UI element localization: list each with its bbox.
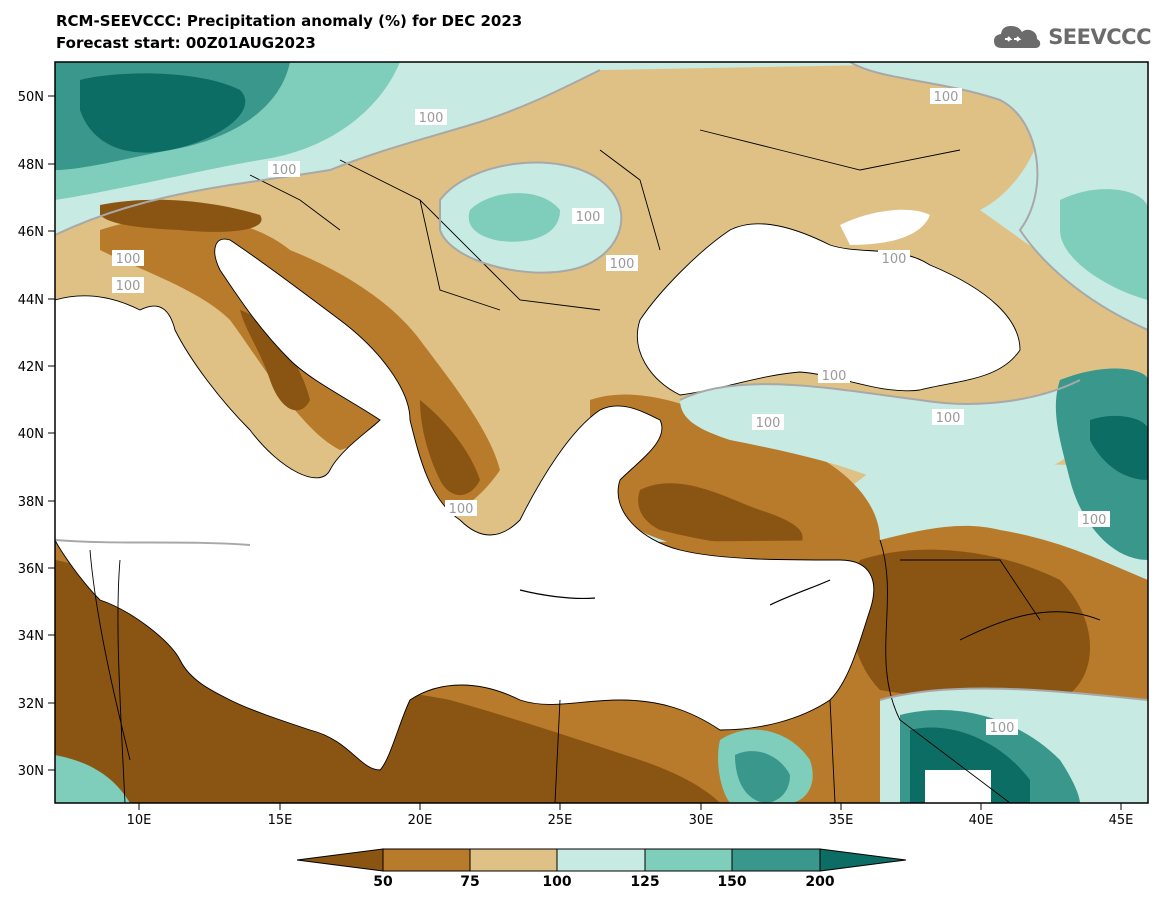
colorbar-lt50 [296, 848, 384, 872]
lon-ticks [138, 803, 1122, 810]
lon-label: 40E [969, 813, 994, 828]
contour-label-text: 100 [419, 111, 444, 126]
colorbar-75-100 [469, 848, 558, 872]
colorbar-100-125 [556, 848, 646, 872]
lon-label: 35E [829, 813, 854, 828]
lat-label: 34N [18, 629, 44, 644]
contour-label-text: 100 [882, 252, 907, 267]
colorbar-50-75 [382, 848, 471, 872]
contour-label: 100 [268, 161, 300, 178]
contour-label: 100 [445, 500, 477, 517]
contour-label-text: 100 [610, 257, 635, 272]
colorbar-150-200 [731, 848, 821, 872]
map-field [55, 62, 1148, 803]
contour-label-text: 100 [576, 210, 601, 225]
lat-label: 46N [18, 225, 44, 240]
lon-label: 20E [408, 813, 433, 828]
contour-label-text: 100 [116, 279, 141, 294]
contour-label: 100 [878, 250, 910, 267]
contour-label-text: 100 [990, 721, 1015, 736]
contour-labels: 100 100 100 100 100 100 100 100 100 100 … [112, 88, 1110, 736]
lon-label: 15E [268, 813, 293, 828]
contour-label-text: 100 [936, 411, 961, 426]
colorbar-label: 125 [630, 874, 660, 890]
lat-label: 44N [18, 293, 44, 308]
contour-label: 100 [932, 409, 964, 426]
lat-label: 40N [18, 427, 44, 442]
lat-label: 42N [18, 360, 44, 375]
lat-label: 32N [18, 697, 44, 712]
lon-label: 45E [1109, 813, 1134, 828]
contour-label-text: 100 [822, 369, 847, 384]
contour-label: 100 [415, 109, 447, 126]
contour-label: 100 [1078, 511, 1110, 528]
colorbar-gt200 [819, 848, 907, 872]
logo-text: SEEVCCC [1048, 25, 1151, 49]
lat-labels: 50N 48N 46N 44N 42N 40N 38N 36N 34N 32N … [18, 90, 44, 779]
contour-label-text: 100 [449, 502, 474, 517]
contour-label: 100 [112, 250, 144, 267]
lon-labels: 10E 15E 20E 25E 30E 35E 40E 45E [127, 813, 1134, 828]
contour-label: 100 [112, 277, 144, 294]
lon-label: 10E [127, 813, 152, 828]
contour-label-text: 100 [934, 90, 959, 105]
colorbar-label: 200 [805, 874, 835, 890]
contour-label: 100 [930, 88, 962, 105]
lat-ticks [48, 95, 55, 771]
colorbar [296, 848, 907, 872]
colorbar-label: 100 [542, 874, 572, 890]
seevccc-logo: SEEVCCC [992, 22, 1151, 52]
lon-label: 30E [689, 813, 714, 828]
contour-label: 100 [818, 367, 850, 384]
contour-label: 100 [606, 255, 638, 272]
lat-label: 30N [18, 764, 44, 779]
contour-100-lines [55, 62, 1148, 701]
colorbar-125-150 [644, 848, 733, 872]
coastline-borders [55, 129, 1101, 803]
colorbar-label: 50 [373, 874, 393, 890]
lon-label: 25E [548, 813, 573, 828]
contour-label-text: 100 [272, 163, 297, 178]
contour-label-text: 100 [756, 416, 781, 431]
contour-label-text: 100 [116, 252, 141, 267]
contour-label-text: 100 [1082, 513, 1107, 528]
lat-label: 48N [18, 158, 44, 173]
contour-label: 100 [986, 719, 1018, 736]
colorbar-label: 75 [460, 874, 480, 890]
contour-label: 100 [752, 414, 784, 431]
map-title: RCM-SEEVCCC: Precipitation anomaly (%) f… [56, 12, 523, 30]
cloud-logo-icon [994, 26, 1041, 48]
lat-label: 38N [18, 495, 44, 510]
contour-label: 100 [572, 208, 604, 225]
forecast-start-label: Forecast start: 00Z01AUG2023 [56, 34, 316, 52]
lat-label: 36N [18, 562, 44, 577]
lat-label: 50N [18, 90, 44, 105]
colorbar-label: 150 [717, 874, 747, 890]
